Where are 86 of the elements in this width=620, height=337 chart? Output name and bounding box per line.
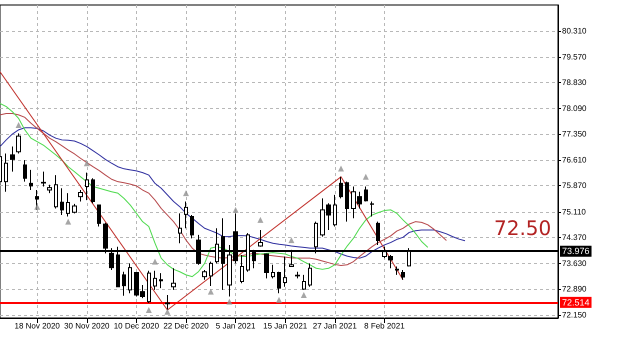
y-tick-label: 76.610 <box>562 155 588 164</box>
candlestick <box>41 171 46 188</box>
y-tick-label: 75.110 <box>562 207 586 216</box>
candlestick <box>333 194 337 228</box>
point <box>300 292 307 298</box>
point <box>257 216 264 223</box>
point <box>276 296 282 303</box>
candlestick <box>72 203 77 214</box>
candlestick <box>128 262 132 294</box>
candlestick <box>4 153 8 192</box>
x-tick-label: 15 Jan 2021 <box>263 322 308 330</box>
y-tick-label: 75.870 <box>562 180 588 190</box>
candlestick <box>283 256 287 288</box>
y-tick-label: 72.150 <box>562 310 588 320</box>
candlestick <box>35 190 39 210</box>
candlestick <box>66 192 70 217</box>
point <box>84 160 90 166</box>
candlestick <box>302 274 306 290</box>
ref-line-label: 73.976 <box>562 246 590 256</box>
point <box>183 190 189 196</box>
ref-line-label: 72.514 <box>562 297 590 308</box>
candlestick <box>202 270 207 280</box>
candlestick <box>376 221 380 246</box>
point <box>288 237 294 244</box>
y-tick-label: 78.090 <box>562 104 588 113</box>
line-series <box>0 102 428 278</box>
point <box>152 258 158 265</box>
candlestick <box>97 204 101 228</box>
candlestick <box>339 176 343 199</box>
annotation: 72.50 <box>494 216 552 240</box>
y-tick-label: 79.570 <box>562 52 588 62</box>
point <box>208 288 214 295</box>
x-tick-label: 30 Nov 2020 <box>64 322 110 330</box>
candlestick <box>159 272 163 289</box>
point <box>232 206 239 213</box>
candlestick <box>190 214 194 239</box>
candlestick <box>122 271 126 296</box>
candlestick <box>29 169 33 191</box>
x-tick-label: 27 Jan 2021 <box>312 322 358 330</box>
candlestick <box>16 132 21 154</box>
candlestick <box>78 190 83 202</box>
candlestick <box>240 254 244 284</box>
candlestick <box>209 261 213 287</box>
candlestick <box>147 270 151 304</box>
candlestick <box>91 178 95 204</box>
candlestick <box>60 188 64 216</box>
point <box>16 122 22 128</box>
candlestick <box>295 271 300 279</box>
candlestick <box>54 174 58 209</box>
y-tick-label: 78.830 <box>562 78 588 88</box>
y-tick-label: 77.350 <box>562 130 588 139</box>
x-tick-label: 10 Dec 2020 <box>114 322 160 330</box>
candlestick <box>271 264 275 279</box>
y-tick-label: 72.890 <box>562 284 588 294</box>
point <box>164 308 170 315</box>
x-tick-label: 22 Dec 2020 <box>163 322 210 330</box>
candlestick <box>10 146 15 172</box>
candlestick <box>23 160 27 182</box>
candlestick <box>370 200 374 217</box>
x-tick-label: 8 Feb 2021 <box>364 322 406 330</box>
point <box>34 204 40 210</box>
x-tick-label: 5 Jan 2021 <box>216 322 256 330</box>
candlestick <box>277 271 281 294</box>
candlestick <box>85 172 89 201</box>
line-series <box>0 127 466 259</box>
candlestick <box>258 230 263 248</box>
candlestick <box>364 186 368 202</box>
y-tick-label: 73.630 <box>562 258 588 268</box>
candlestick <box>345 181 349 222</box>
candlestick <box>171 268 176 290</box>
candlestick <box>47 184 52 194</box>
candlestick <box>401 270 405 280</box>
candlestick <box>153 270 157 290</box>
candlestick <box>178 212 182 244</box>
point <box>226 298 232 305</box>
candlestick <box>184 200 188 229</box>
x-tick-label: 18 Nov 2020 <box>14 322 60 330</box>
y-tick-label: 80.310 <box>562 26 588 36</box>
point <box>146 307 152 313</box>
point <box>338 165 344 172</box>
point <box>65 218 72 225</box>
y-tick-label: 74.370 <box>562 233 588 242</box>
candlestick <box>395 266 399 276</box>
point <box>362 174 369 180</box>
candlestick <box>308 262 312 288</box>
line-series <box>0 113 447 266</box>
